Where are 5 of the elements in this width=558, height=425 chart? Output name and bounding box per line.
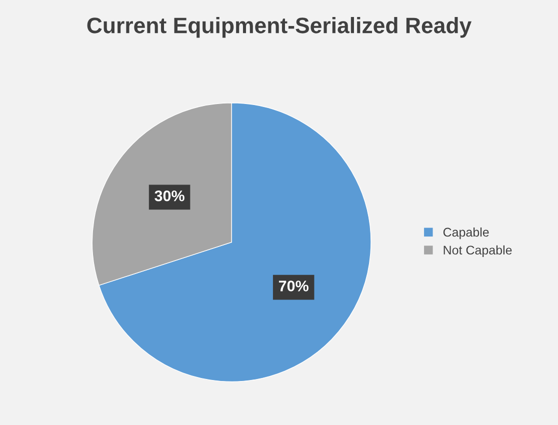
chart-title: Current Equipment-Serialized Ready (87, 17, 472, 38)
data-label: 70% (278, 280, 308, 292)
legend-label: Not Capable (444, 245, 512, 258)
data-label: 30% (154, 190, 184, 202)
legend-label: Capable (443, 227, 489, 240)
